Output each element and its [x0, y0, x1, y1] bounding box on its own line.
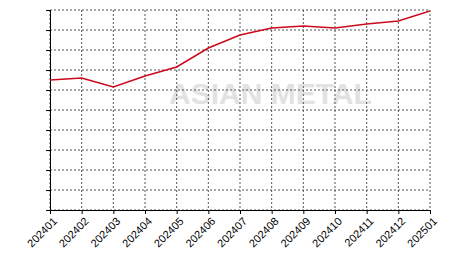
grid-line	[430, 10, 431, 210]
series	[50, 11, 430, 87]
y-tick-mark	[46, 150, 50, 151]
x-axis: 2024012024022024032024042024052024062024…	[25, 210, 439, 249]
grid-line	[81, 10, 82, 210]
y-tick-mark	[46, 130, 50, 131]
y-tick	[46, 10, 50, 11]
x-axis-line	[51, 211, 431, 215]
x-tick-mark	[367, 210, 368, 214]
y-tick-mark	[46, 170, 50, 171]
x-tick-mark	[430, 210, 431, 214]
x-tick: 202402	[56, 210, 90, 249]
watermark: ASIAN METAL	[169, 77, 372, 110]
x-tick-label: 202409	[278, 215, 312, 249]
y-tick	[46, 110, 50, 111]
x-tick-label: 202410	[310, 215, 344, 249]
y-tick-mark	[46, 190, 50, 191]
y-tick-mark	[46, 110, 50, 111]
x-tick-mark	[208, 210, 209, 214]
y-tick	[46, 210, 50, 211]
x-tick-label: 202402	[56, 215, 90, 249]
x-tick-mark	[145, 210, 146, 214]
y-tick	[46, 30, 50, 31]
y-tick-mark	[46, 210, 50, 211]
grid-line	[366, 10, 367, 210]
x-tick-mark	[177, 210, 178, 214]
line	[50, 11, 430, 87]
y-tick	[46, 190, 50, 191]
x-tick-label: 202501	[405, 215, 439, 249]
x-tick-label: 202405	[151, 215, 185, 249]
chart: ASIAN METAL20240120240220240320240420240…	[0, 0, 466, 272]
x-tick-mark	[50, 210, 51, 214]
x-tick: 202411	[342, 210, 376, 249]
y-tick	[46, 170, 50, 171]
x-tick-mark	[303, 210, 304, 214]
x-tick: 202404	[120, 210, 154, 249]
x-tick: 202403	[88, 210, 122, 249]
y-axis	[46, 11, 51, 211]
y-tick	[46, 150, 50, 151]
grid-line	[145, 10, 146, 210]
x-tick: 202410	[310, 210, 344, 249]
y-tick-mark	[46, 50, 50, 51]
x-tick-label: 202407	[215, 215, 249, 249]
x-tick: 202408	[246, 210, 280, 249]
x-tick-mark	[113, 210, 114, 214]
x-tick-mark	[398, 210, 399, 214]
y-tick-mark	[46, 90, 50, 91]
x-tick: 202409	[278, 210, 312, 249]
grid-line	[303, 10, 304, 210]
grid-line	[208, 10, 209, 210]
y-tick-mark	[46, 10, 50, 11]
y-tick-mark	[46, 70, 50, 71]
grid-line	[335, 10, 336, 210]
x-tick-label: 202406	[183, 215, 217, 249]
x-tick-label: 202411	[342, 215, 376, 249]
y-axis-line	[46, 11, 51, 211]
x-tick: 202406	[183, 210, 217, 249]
grid	[50, 10, 430, 210]
grid-line	[240, 10, 241, 210]
grid-line	[113, 10, 114, 210]
x-tick: 202407	[215, 210, 249, 249]
y-tick	[46, 130, 50, 131]
x-tick-mark	[240, 210, 241, 214]
y-tick-mark	[46, 30, 50, 31]
y-tick	[46, 70, 50, 71]
x-tick: 202401	[25, 210, 59, 249]
x-tick-label: 202403	[88, 215, 122, 249]
plot: ASIAN METAL20240120240220240320240420240…	[25, 10, 439, 249]
x-tick-mark	[272, 210, 273, 214]
x-tick-label: 202412	[373, 215, 407, 249]
x-tick-label: 202408	[246, 215, 280, 249]
grid-line	[176, 10, 177, 210]
x-tick: 202405	[151, 210, 185, 249]
x-tick-mark	[82, 210, 83, 214]
x-tick: 202412	[373, 210, 407, 249]
x-tick-label: 202404	[120, 215, 154, 249]
y-tick	[46, 90, 50, 91]
x-tick-label: 202401	[25, 215, 59, 249]
y-tick	[46, 50, 50, 51]
x-tick-mark	[335, 210, 336, 214]
grid-line	[398, 10, 399, 210]
x-tick: 202501	[405, 210, 439, 249]
grid-line	[271, 10, 272, 210]
